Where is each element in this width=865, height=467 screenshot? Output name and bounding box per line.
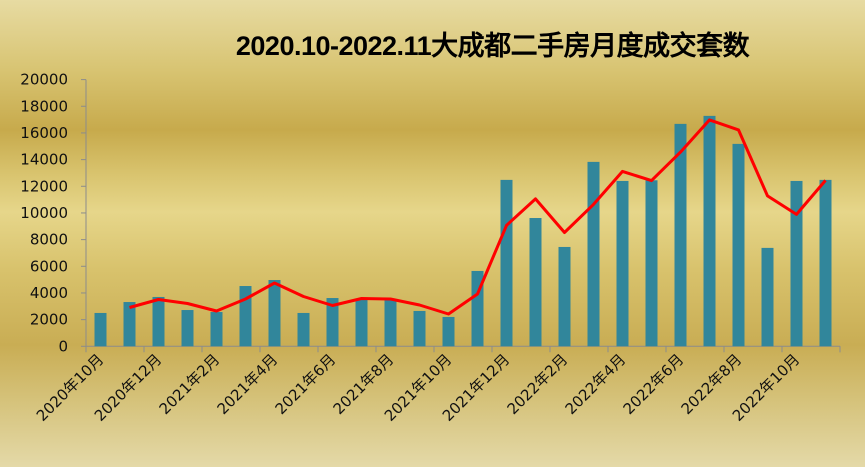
- x-tick-label: 2021年2月: [156, 350, 224, 418]
- bar: [500, 179, 513, 347]
- x-tick-label: 2021年6月: [272, 350, 340, 418]
- bar: [819, 179, 832, 347]
- y-tick-label: 6000: [30, 257, 68, 275]
- x-tick-label: 2021年4月: [214, 350, 282, 418]
- bar: [732, 143, 745, 347]
- y-tick-label: 8000: [30, 231, 68, 249]
- y-tick-label: 12000: [20, 177, 68, 195]
- chart-title: 2020.10-2022.11大成都二手房月度成交套数: [235, 31, 750, 61]
- bar: [413, 310, 426, 347]
- bar: [442, 316, 455, 347]
- x-tick-label: 2022年4月: [562, 350, 630, 418]
- bar: [297, 312, 310, 347]
- y-tick-label: 4000: [30, 284, 68, 302]
- bar: [645, 180, 658, 347]
- bar: [674, 123, 687, 347]
- bar: [181, 310, 194, 347]
- bar: [529, 218, 542, 347]
- bar: [616, 180, 629, 347]
- trend-line: [129, 118, 827, 316]
- bar: [703, 115, 716, 347]
- y-tick-label: 18000: [20, 97, 68, 115]
- bar: [384, 298, 397, 347]
- bar: [268, 280, 281, 347]
- x-tick-label: 2022年6月: [620, 350, 688, 418]
- bar: [761, 247, 774, 347]
- bar: [123, 302, 136, 347]
- y-tick-label: 16000: [20, 124, 68, 142]
- bar: [326, 298, 339, 347]
- y-tick-label: 20000: [20, 71, 68, 89]
- bar: [210, 312, 223, 347]
- y-tick-label: 0: [58, 337, 68, 355]
- y-tick-label: 2000: [30, 311, 68, 329]
- y-tick-label: 10000: [20, 204, 68, 222]
- bar: [355, 298, 368, 347]
- bar: [152, 296, 165, 347]
- bar: [94, 312, 107, 347]
- bar: [587, 161, 600, 347]
- bar: [558, 246, 571, 347]
- bar: [790, 180, 803, 347]
- y-tick-label: 14000: [20, 151, 68, 169]
- x-tick-label: 2022年2月: [504, 350, 572, 418]
